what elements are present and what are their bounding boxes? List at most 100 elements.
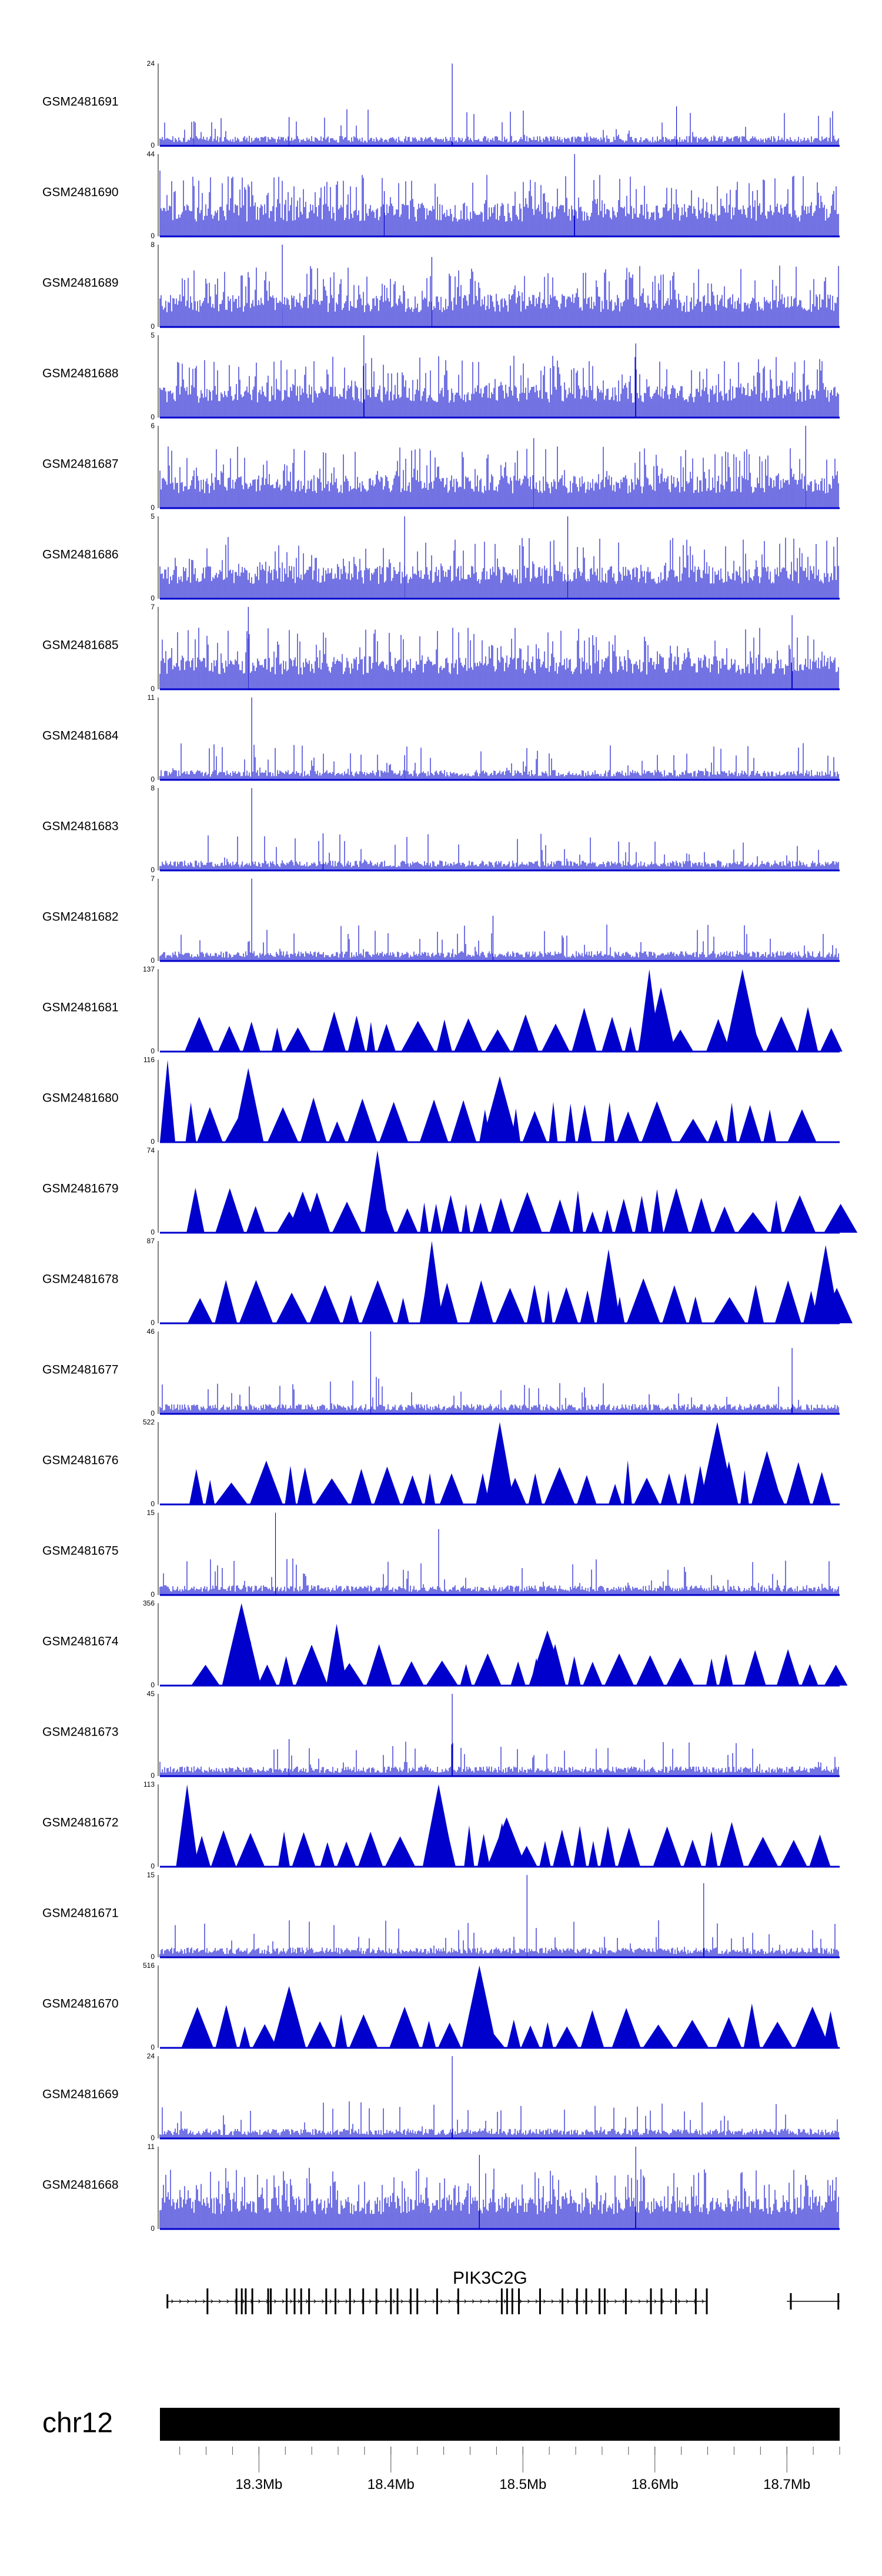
strand-arrow <box>503 2299 506 2304</box>
strand-arrow <box>662 2299 665 2304</box>
coverage-peak <box>436 1019 452 1052</box>
coverage-peak <box>580 2010 604 2048</box>
y-max-label: 24 <box>147 2052 155 2060</box>
strand-arrow <box>274 2299 277 2304</box>
strand-arrow <box>622 2299 625 2304</box>
coverage-peak <box>541 1023 570 1052</box>
coverage-peak <box>297 1467 313 1504</box>
coverage-peak <box>450 1100 477 1142</box>
coverage-peak <box>185 1102 196 1142</box>
coverage-peak <box>512 1014 539 1052</box>
strand-arrow <box>385 2299 387 2304</box>
y-zero-label: 0 <box>151 685 155 693</box>
coverage-peak <box>700 1422 735 1504</box>
y-max-label: 24 <box>147 59 155 68</box>
track-label: GSM2481673 <box>42 1725 119 1739</box>
track-GSM2481691: GSM2481691 24 0 <box>42 59 840 149</box>
track-GSM2481689: GSM2481689 8 0 <box>42 241 840 331</box>
coverage-peak <box>706 1658 717 1686</box>
strand-arrow <box>630 2299 633 2304</box>
coverage-peak <box>585 1211 600 1233</box>
coverage-peak <box>464 1825 475 1867</box>
exon <box>416 2288 419 2314</box>
coverage-peak <box>186 1187 205 1233</box>
exon <box>585 2288 587 2314</box>
coverage-peak <box>272 1986 306 2048</box>
coverage-peak <box>236 1833 265 1867</box>
coverage-peak <box>683 1839 702 1867</box>
coverage-peak <box>477 1833 490 1867</box>
y-max-label: 11 <box>148 693 155 702</box>
coverage-peak <box>472 1202 489 1233</box>
coverage-peak <box>160 1060 176 1142</box>
coverage-peak <box>780 1840 807 1867</box>
exon <box>235 2288 238 2314</box>
strand-arrow <box>377 2299 380 2304</box>
coverage-peak <box>522 1110 547 1142</box>
coverage-peak <box>309 1284 341 1323</box>
coverage-peak <box>239 2026 250 2048</box>
coverage-peak <box>705 1831 718 1867</box>
track-label: GSM2481684 <box>42 729 119 742</box>
coverage-peak <box>716 2017 742 2048</box>
y-max-label: 7 <box>151 603 155 611</box>
strand-arrow <box>464 2299 467 2304</box>
coverage-peak <box>786 1461 811 1504</box>
coverage-peak <box>642 1101 673 1142</box>
y-max-label: 8 <box>151 784 155 792</box>
track-GSM2481674: GSM2481674 356 0 <box>42 1599 848 1689</box>
coverage-peak <box>823 2011 838 2048</box>
coverage-peak <box>623 1460 632 1504</box>
coverage-peak <box>744 1650 766 1686</box>
coverage-peak <box>379 1102 409 1142</box>
track-label: GSM2481669 <box>42 2087 119 2101</box>
strand-arrow <box>400 2299 403 2304</box>
y-max-label: 5 <box>151 512 155 520</box>
coverage-signal <box>159 245 839 327</box>
coverage-peak <box>402 1475 423 1504</box>
track-label: GSM2481670 <box>42 1997 119 2010</box>
coverage-peak <box>577 1475 597 1504</box>
coverage-peak <box>485 1029 511 1052</box>
coverage-signal <box>159 1513 839 1595</box>
coverage-peak <box>737 1212 769 1233</box>
strand-arrow <box>171 2299 174 2304</box>
y-max-label: 516 <box>143 1961 155 1970</box>
coverage-peak <box>583 1661 603 1686</box>
coverage-peak <box>646 987 676 1052</box>
y-zero-label: 0 <box>151 2224 155 2233</box>
coverage-peak <box>437 2023 462 2048</box>
coverage-peak <box>476 1473 490 1504</box>
coverage-peak <box>650 1189 664 1233</box>
coverage-peak <box>335 2014 348 2048</box>
coverage-peak <box>258 1664 277 1686</box>
exon <box>335 2288 337 2314</box>
y-zero-label: 0 <box>151 141 155 149</box>
coverage-peak <box>211 1830 236 1867</box>
coverage-peak <box>469 1280 493 1323</box>
strand-arrow <box>211 2299 213 2304</box>
y-max-label: 45 <box>147 1690 155 1698</box>
exon <box>598 2288 600 2314</box>
y-zero-label: 0 <box>151 2134 155 2142</box>
coverage-peak <box>770 1200 782 1233</box>
coverage-peak <box>184 1016 214 1052</box>
coverage-peak <box>348 1098 377 1142</box>
coverage-peak <box>614 1199 633 1233</box>
exon <box>837 2293 840 2310</box>
gene-name-label: PIK3C2G <box>453 2268 527 2288</box>
coverage-peak <box>824 1664 848 1686</box>
strand-arrow <box>654 2299 657 2304</box>
coverage-peak <box>287 1192 318 1233</box>
coverage-peak <box>430 1203 442 1233</box>
strand-arrow <box>218 2299 221 2304</box>
track-label: GSM2481676 <box>42 1453 119 1467</box>
exon <box>293 2288 296 2314</box>
coverage-signal <box>159 1875 839 1957</box>
y-zero-label: 0 <box>151 866 155 874</box>
coverage-peak <box>580 1290 595 1323</box>
coverage-peak <box>708 1119 725 1142</box>
strand-arrow <box>487 2299 490 2304</box>
strand-arrow <box>551 2299 554 2304</box>
exon <box>251 2288 253 2314</box>
